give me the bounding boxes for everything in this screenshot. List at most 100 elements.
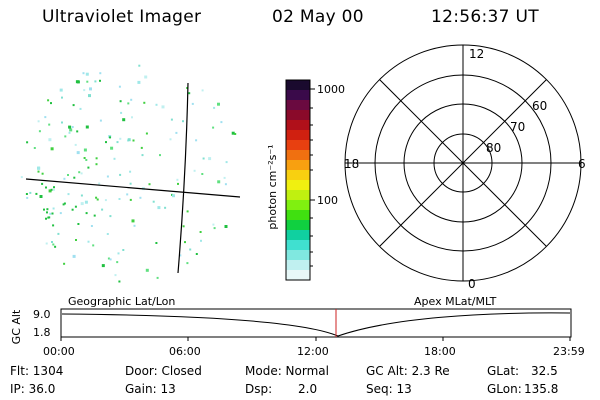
image-pixel — [143, 101, 146, 104]
image-pixel — [120, 111, 123, 114]
image-pixel — [109, 215, 112, 218]
image-pixel — [89, 87, 92, 91]
image-pixel — [131, 116, 133, 119]
image-pixel — [82, 72, 85, 75]
image-pixel — [155, 242, 158, 244]
image-pixel — [145, 132, 148, 135]
image-pixel — [169, 138, 172, 141]
image-pixel — [148, 183, 151, 186]
color-bar-step — [286, 120, 310, 131]
polar-grid: 12 18 6 0 60 70 80 — [344, 44, 586, 291]
image-pixel — [186, 210, 189, 213]
image-pixel — [71, 208, 74, 211]
image-pixel — [68, 125, 72, 129]
ip-value: IP: 36.0 — [10, 382, 56, 396]
image-pixel — [107, 257, 110, 260]
image-pixel — [47, 99, 50, 102]
image-pixel — [179, 254, 182, 257]
mlt-label-0: 0 — [468, 277, 476, 291]
image-pixel — [140, 146, 143, 149]
image-pixel — [223, 176, 226, 179]
image-pixel — [71, 126, 74, 128]
image-pixel — [33, 147, 36, 149]
time-tick-1800: 18:00 — [424, 345, 456, 358]
image-pixel — [26, 196, 29, 199]
mlt-label-12: 12 — [469, 47, 484, 61]
image-pixel — [217, 102, 220, 106]
image-pixel — [127, 102, 130, 105]
flight-number: Flt: 1304 — [10, 364, 64, 378]
image-pixel — [46, 208, 49, 211]
color-bar-step — [286, 180, 310, 191]
image-pixel — [122, 118, 126, 122]
geographic-latitude-line — [25, 178, 241, 198]
image-pixel — [182, 120, 184, 123]
image-pixel — [68, 131, 71, 134]
image-pixel — [51, 241, 53, 243]
color-bar-step — [286, 90, 310, 101]
altitude-tick-1-8: 1.8 — [33, 326, 51, 339]
apex-mlat-mlt-label: Apex MLat/MLT — [414, 295, 497, 308]
image-pixel — [138, 64, 141, 67]
color-bar-step — [286, 210, 310, 221]
image-pixel — [48, 138, 52, 142]
lat-label-80: 80 — [486, 141, 501, 155]
image-pixel — [189, 248, 192, 251]
time-tick-2359: 23:59 — [553, 345, 585, 358]
image-pixel — [220, 121, 223, 124]
image-pixel — [84, 200, 88, 204]
image-pixel — [39, 195, 43, 198]
polar-diagonal-2 — [379, 79, 547, 247]
color-bar-step — [286, 150, 310, 161]
image-pixel — [208, 157, 212, 161]
color-bar-step — [286, 160, 310, 171]
image-pixel — [141, 154, 144, 157]
image-pixel — [131, 219, 135, 223]
image-pixel — [45, 186, 47, 189]
image-pixel — [79, 107, 82, 110]
image-pixel — [99, 119, 102, 122]
image-pixel — [50, 188, 53, 191]
altitude-strip — [60, 308, 572, 341]
image-pixel — [217, 180, 221, 184]
image-pixel — [59, 88, 63, 92]
mode-value: Mode: Normal — [245, 364, 329, 378]
image-pixel — [109, 258, 112, 261]
image-pixel — [67, 193, 70, 196]
image-pixel — [83, 157, 86, 159]
image-pixel — [193, 169, 196, 172]
geographic-longitude-value: 135.8 — [524, 382, 559, 396]
image-pixel — [106, 175, 109, 178]
geographic-longitude-line — [177, 82, 189, 274]
image-pixel — [59, 212, 62, 215]
image-pixel — [126, 193, 129, 196]
geographic-image — [20, 64, 241, 283]
door-status: Door: Closed — [125, 364, 202, 378]
image-pixel — [113, 157, 116, 160]
image-pixel — [110, 146, 114, 150]
image-pixel — [170, 118, 173, 121]
geographic-latitude-value: 32.5 — [531, 364, 558, 378]
image-pixel — [25, 193, 28, 195]
sequence-number: Seq: 13 — [366, 382, 412, 396]
image-pixel — [48, 123, 51, 126]
color-bar-unit-label: photon cm⁻²s⁻¹ — [266, 144, 279, 230]
color-bar-step — [286, 230, 310, 241]
image-pixel — [75, 80, 79, 84]
image-pixel — [186, 262, 189, 265]
time-tick-1200: 12:00 — [297, 345, 329, 358]
color-bar-step — [286, 220, 310, 231]
image-pixel — [52, 188, 55, 191]
image-pixel — [119, 100, 122, 103]
image-pixel — [144, 75, 148, 79]
image-pixel — [52, 243, 55, 246]
image-pixel — [72, 104, 75, 107]
lat-label-70: 70 — [510, 120, 525, 134]
image-pixel — [161, 105, 165, 109]
image-pixel — [54, 245, 57, 248]
image-pixel — [77, 223, 80, 225]
image-pixel — [176, 178, 179, 181]
image-pixel — [114, 274, 117, 277]
image-pixel — [45, 217, 47, 220]
observation-date: 02 May 00 — [272, 7, 364, 27]
